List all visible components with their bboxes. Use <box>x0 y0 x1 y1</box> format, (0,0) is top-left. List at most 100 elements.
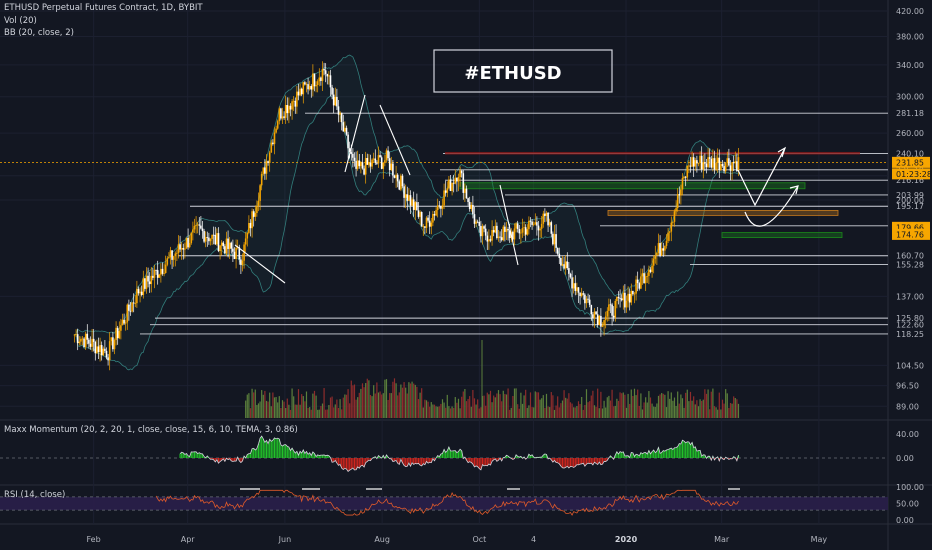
volume-bar <box>550 392 552 418</box>
momentum-indicator-label[interactable]: Maxx Momentum (20, 2, 20, 1, close, clos… <box>4 425 298 435</box>
volume-bar <box>347 389 349 418</box>
volume-bar <box>491 402 493 418</box>
candle-body <box>372 158 375 160</box>
rsi-indicator-label[interactable]: RSI (14, close) <box>4 490 66 500</box>
volume-bar <box>475 404 477 418</box>
volume-bar <box>454 397 456 418</box>
momentum-bar <box>483 458 485 466</box>
volume-bar <box>497 390 500 418</box>
svg-text:118.25: 118.25 <box>896 330 924 339</box>
volume-bar <box>697 406 700 418</box>
momentum-bar <box>454 450 456 458</box>
momentum-bar <box>342 458 344 470</box>
volume-bar <box>616 398 618 418</box>
price-candles <box>73 61 740 371</box>
candle-body <box>86 333 89 340</box>
bb-indicator-label[interactable]: BB (20, close, 2) <box>4 28 74 38</box>
candle-body <box>196 224 199 226</box>
x-tick-label: 4 <box>531 535 536 544</box>
volume-bar <box>286 398 288 418</box>
volume-bar <box>713 406 716 418</box>
volume-bar <box>553 409 556 418</box>
momentum-bar <box>445 452 447 458</box>
volume-bar <box>387 399 389 418</box>
momentum-bar <box>197 453 199 458</box>
momentum-bar <box>360 458 362 466</box>
volume-bar <box>382 393 384 418</box>
volume-bar <box>731 403 733 418</box>
volume-bar <box>573 407 575 418</box>
volume-bar <box>560 403 562 418</box>
volume-bar <box>505 394 508 418</box>
volume-bar <box>621 393 623 418</box>
volume-bar <box>397 395 399 418</box>
momentum-bar <box>707 456 709 458</box>
candle-body <box>148 281 151 285</box>
candle-body <box>579 292 581 297</box>
volume-bar <box>342 397 344 418</box>
momentum-bar <box>677 446 679 458</box>
candle-body <box>520 232 522 234</box>
volume-bar <box>288 404 290 418</box>
candle-body <box>523 227 525 229</box>
candle-body <box>654 255 657 259</box>
momentum-bar <box>219 458 221 462</box>
momentum-bar <box>320 455 322 458</box>
candle-body <box>227 238 229 249</box>
volume-bar <box>630 389 632 418</box>
volume-bar <box>523 395 525 418</box>
candle-body <box>726 158 729 164</box>
momentum-bar <box>224 458 226 462</box>
candle-body <box>120 325 122 331</box>
candle-body <box>329 75 332 88</box>
volume-bar <box>301 394 303 418</box>
candle-body <box>427 217 429 221</box>
momentum-bar <box>297 455 300 458</box>
volume-bar <box>373 385 375 418</box>
volume-bar <box>437 406 439 418</box>
rsi-y-tick: 0.00 <box>896 516 914 525</box>
candle-body <box>524 227 527 235</box>
volume-bar <box>736 399 738 418</box>
candle-body <box>147 275 149 282</box>
volume-bar <box>349 403 351 418</box>
candle-body <box>296 91 298 107</box>
candle-body <box>164 264 167 273</box>
momentum-bar <box>507 456 509 458</box>
candle-body <box>108 341 111 361</box>
momentum-bar <box>617 454 620 458</box>
candle-body <box>182 248 185 250</box>
momentum-bar <box>529 455 532 458</box>
momentum-bar <box>477 458 479 467</box>
candle-body <box>158 274 161 278</box>
y-tick-label: 300.00 <box>896 93 924 102</box>
volume-bar <box>360 388 362 418</box>
candle-body <box>104 348 106 351</box>
momentum-bar <box>440 454 442 458</box>
candle-body <box>94 341 97 354</box>
momentum-histogram <box>179 436 740 472</box>
volume-bar <box>558 407 560 418</box>
candle-body <box>454 177 457 184</box>
momentum-bar <box>590 458 592 464</box>
candle-body <box>150 275 153 285</box>
volume-bar <box>421 388 423 418</box>
momentum-bar <box>309 452 311 458</box>
candle-body <box>118 330 121 339</box>
volume-bar <box>488 394 490 418</box>
vol-indicator-label[interactable]: Vol (20) <box>4 16 37 26</box>
volume-bar <box>376 382 378 418</box>
momentum-bar <box>601 458 604 465</box>
momentum-bar <box>685 442 687 458</box>
candle-body <box>448 179 450 189</box>
volume-bar <box>662 393 664 418</box>
momentum-bar <box>323 454 325 458</box>
candle-body <box>200 225 202 229</box>
momentum-bar <box>424 458 426 465</box>
candle-body <box>256 205 258 214</box>
volume-bar <box>705 393 708 418</box>
x-tick-label: Apr <box>181 535 196 544</box>
momentum-bar <box>544 453 546 458</box>
candle-body <box>105 350 108 358</box>
